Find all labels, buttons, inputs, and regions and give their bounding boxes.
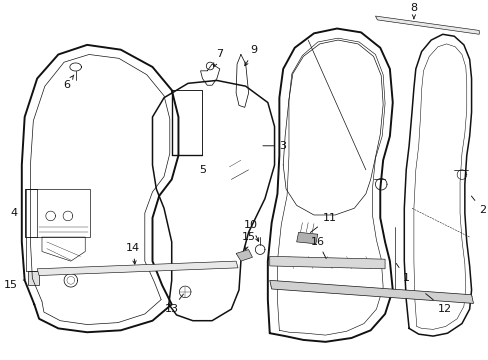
Text: 15: 15 xyxy=(4,279,25,290)
Text: 11: 11 xyxy=(310,213,336,233)
Text: 9: 9 xyxy=(244,45,257,66)
Text: 10: 10 xyxy=(244,220,258,241)
Polygon shape xyxy=(27,271,39,285)
Text: 8: 8 xyxy=(409,3,417,19)
Polygon shape xyxy=(269,280,472,303)
Text: 3: 3 xyxy=(263,141,286,151)
Text: 15: 15 xyxy=(241,232,255,250)
Text: 14: 14 xyxy=(126,243,140,264)
Polygon shape xyxy=(269,256,384,269)
Text: 16: 16 xyxy=(310,237,325,258)
Text: 5: 5 xyxy=(199,165,205,175)
Text: 4: 4 xyxy=(11,208,18,218)
Text: 7: 7 xyxy=(213,49,223,67)
Polygon shape xyxy=(37,261,238,275)
Text: 1: 1 xyxy=(395,264,408,283)
Bar xyxy=(37,189,90,237)
Polygon shape xyxy=(236,249,252,261)
Text: 2: 2 xyxy=(470,196,486,215)
Text: 12: 12 xyxy=(425,294,451,314)
Text: 13: 13 xyxy=(164,294,183,314)
Polygon shape xyxy=(296,232,317,244)
Polygon shape xyxy=(375,16,478,34)
Text: 6: 6 xyxy=(63,75,74,90)
